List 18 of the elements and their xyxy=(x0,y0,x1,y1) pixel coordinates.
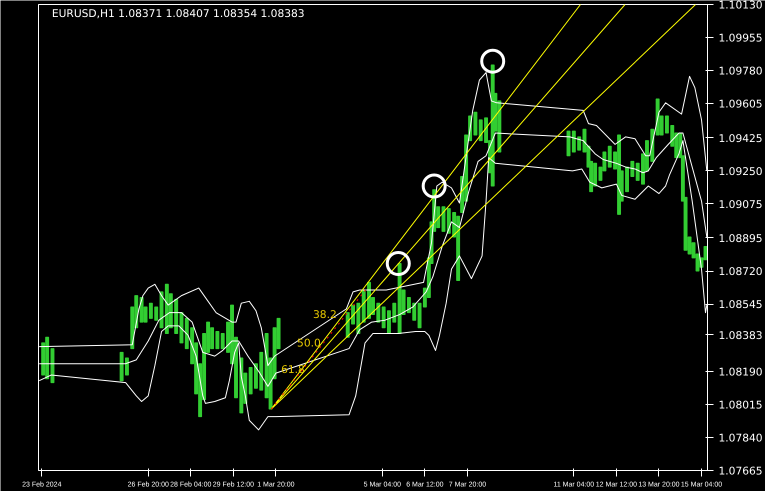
y-tick-label: 1.10130 xyxy=(718,0,763,12)
y-tick-label: 1.07665 xyxy=(718,464,763,478)
y-tick-label: 1.09075 xyxy=(718,198,763,211)
y-tick-label: 1.08720 xyxy=(718,265,763,278)
y-tick-label: 1.07840 xyxy=(718,431,763,444)
y-tick-label: 1.09250 xyxy=(718,164,763,178)
y-tick-label: 1.09955 xyxy=(718,32,763,45)
y-tick-label: 1.09425 xyxy=(718,132,763,145)
y-tick-label: 1.08015 xyxy=(718,398,763,412)
annotation: 38.2 xyxy=(313,308,337,322)
chart-title: EURUSD,H1 1.08371 1.08407 1.08354 1.08383 xyxy=(52,6,305,20)
y-tick-label: 1.09780 xyxy=(718,64,763,78)
y-tick-label: 1.08190 xyxy=(718,365,763,378)
y-tick-label: 1.08895 xyxy=(718,232,763,245)
annotation: 50.0 xyxy=(297,336,322,350)
y-tick-label: 1.08545 xyxy=(718,298,763,312)
y-tick-label: 1.08383 xyxy=(718,328,763,342)
y-tick-label: 1.09605 xyxy=(718,98,763,111)
